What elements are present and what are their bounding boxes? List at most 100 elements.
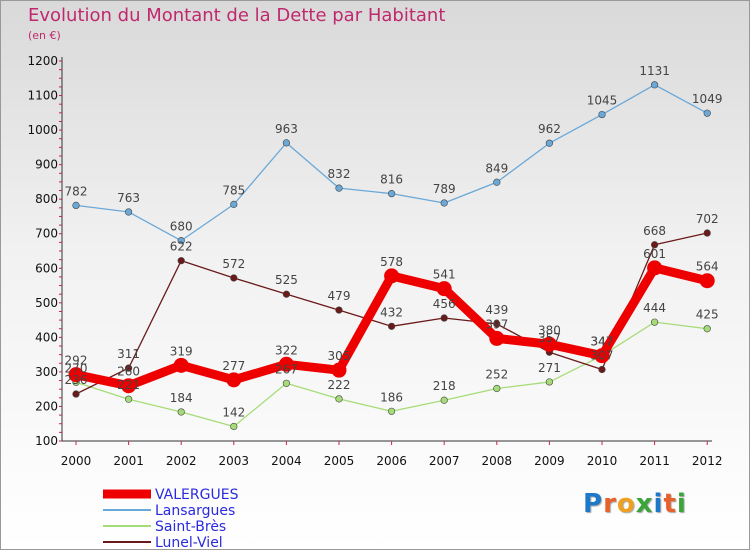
data-label: 267 — [275, 362, 298, 376]
data-point — [388, 322, 396, 330]
y-tick-label: 300 — [35, 365, 58, 379]
data-point — [177, 237, 185, 245]
data-label: 1049 — [692, 92, 723, 106]
data-point — [230, 422, 238, 431]
data-point — [545, 378, 554, 386]
data-point — [598, 365, 606, 374]
data-point — [493, 178, 501, 186]
data-point — [440, 199, 448, 207]
y-tick-label: 1000 — [27, 123, 58, 137]
data-point — [388, 407, 396, 415]
data-label: 962 — [538, 122, 561, 136]
data-label: 1131 — [639, 64, 670, 78]
data-point — [177, 408, 185, 416]
chart-subtitle: (en €) — [28, 29, 61, 42]
data-label: 380 — [538, 323, 561, 337]
data-point — [388, 190, 396, 198]
data-label: 763 — [117, 191, 140, 205]
data-label: 789 — [433, 182, 456, 196]
series-line-lansargues — [75, 84, 708, 242]
data-label: 347 — [591, 335, 614, 349]
data-label: 307 — [591, 348, 614, 362]
data-point — [68, 367, 84, 383]
data-point — [650, 81, 659, 89]
data-point — [282, 139, 291, 147]
data-label: 305 — [328, 349, 351, 363]
data-point — [647, 260, 663, 276]
x-tick-label: 2004 — [271, 454, 302, 468]
data-label: 816 — [380, 173, 403, 187]
x-tick-label: 2007 — [429, 454, 460, 468]
legend-label: Lansargues — [155, 503, 235, 519]
data-point — [594, 348, 610, 364]
logo-letter: i — [676, 489, 687, 519]
data-point — [331, 362, 347, 378]
y-tick-label: 200 — [35, 399, 58, 413]
data-label: 622 — [170, 240, 193, 254]
y-tick-label: 900 — [35, 158, 58, 172]
logo-letter: x — [635, 489, 654, 519]
x-tick-label: 2003 — [219, 454, 250, 468]
data-label: 397 — [485, 317, 508, 331]
data-label: 456 — [433, 297, 456, 311]
y-tick-label: 500 — [35, 296, 58, 310]
data-point — [703, 325, 711, 333]
data-point — [335, 395, 343, 403]
proxiti-logo: Proxiti — [583, 489, 687, 519]
data-label: 525 — [275, 273, 298, 287]
data-label: 260 — [117, 365, 140, 379]
logo-letter: r — [603, 489, 617, 519]
data-point — [545, 139, 554, 147]
y-tick-label: 100 — [35, 434, 58, 448]
data-label: 319 — [170, 344, 193, 358]
data-point — [282, 379, 291, 387]
data-label: 782 — [65, 184, 88, 198]
legend-label: Saint-Brès — [155, 519, 226, 535]
y-tick-label: 1100 — [27, 89, 58, 103]
data-point — [121, 378, 137, 394]
x-tick-label: 2011 — [639, 454, 670, 468]
data-label: 680 — [170, 220, 193, 234]
data-point — [72, 390, 80, 398]
legend-label: VALERGUES — [155, 487, 239, 503]
data-label: 271 — [538, 361, 561, 375]
data-label: 277 — [222, 359, 245, 373]
data-label: 601 — [643, 247, 666, 261]
data-label: 444 — [643, 301, 666, 315]
y-tick-label: 700 — [35, 227, 58, 241]
data-label: 357 — [538, 331, 561, 345]
data-point — [699, 273, 715, 289]
data-point — [335, 184, 343, 192]
data-point — [72, 201, 80, 209]
data-point — [493, 320, 501, 328]
data-label: 347 — [591, 335, 614, 349]
data-point — [282, 290, 291, 298]
y-tick-label: 400 — [35, 330, 58, 344]
data-point — [335, 306, 343, 314]
x-tick-label: 2002 — [166, 454, 197, 468]
data-label: 311 — [117, 347, 140, 361]
data-point — [541, 336, 557, 352]
data-point — [124, 395, 133, 403]
data-label: 564 — [696, 260, 719, 274]
data-point — [650, 241, 659, 249]
data-label: 322 — [275, 343, 298, 357]
data-label: 479 — [328, 289, 351, 303]
data-label: 963 — [275, 122, 298, 136]
data-label: 432 — [380, 305, 403, 319]
data-point — [703, 229, 711, 237]
data-point — [278, 356, 294, 372]
data-label: 270 — [65, 361, 88, 375]
data-point — [650, 318, 659, 326]
data-label: 1045 — [587, 94, 618, 108]
data-point — [230, 274, 238, 282]
data-point — [124, 208, 133, 216]
data-label: 236 — [65, 373, 88, 387]
logo-letter: o — [616, 489, 636, 519]
x-tick-label: 2010 — [587, 454, 618, 468]
data-label: 221 — [117, 378, 140, 392]
data-label: 578 — [380, 255, 403, 269]
data-label: 142 — [222, 405, 245, 419]
x-tick-label: 2006 — [376, 454, 407, 468]
